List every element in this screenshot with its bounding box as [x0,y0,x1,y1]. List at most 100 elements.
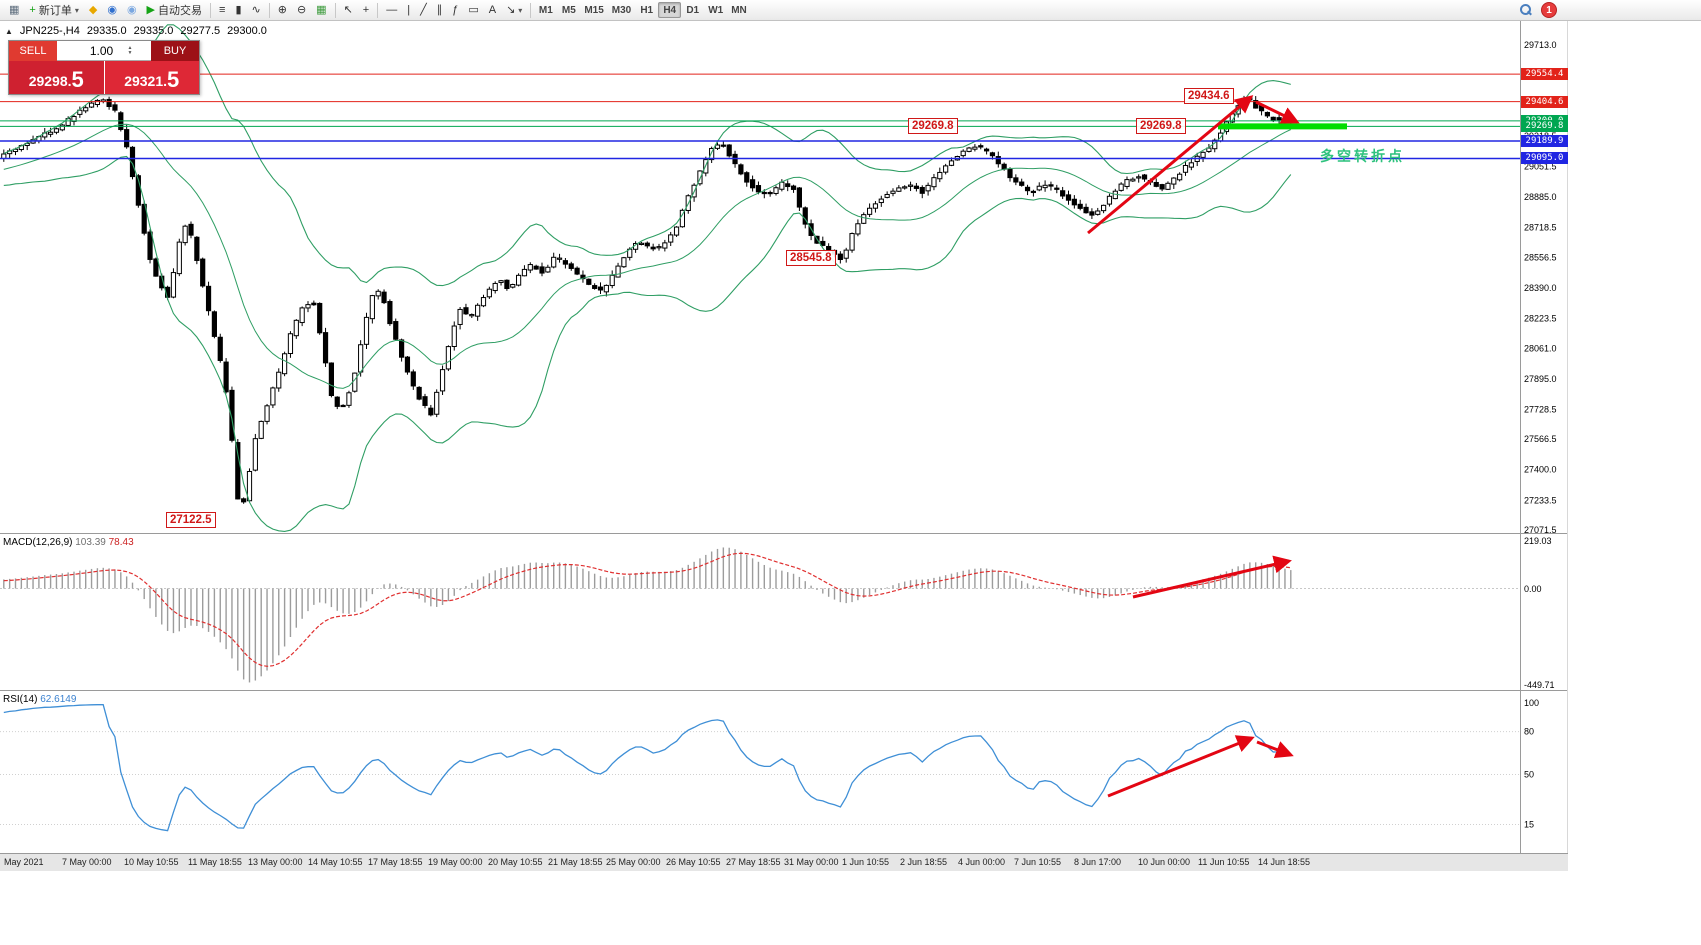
rsi-scale-label: 100 [1524,698,1539,708]
notification-badge[interactable]: 1 [1541,2,1557,18]
buy-price: 29321. [124,73,168,89]
time-axis-label: 19 May 00:00 [428,857,483,867]
shapes-button[interactable]: ▭ [463,2,483,19]
time-axis-label: May 2021 [4,857,44,867]
timeframe-mn-button[interactable]: MN [731,4,747,16]
trend-arrow[interactable] [1107,735,1255,798]
market-watch-button[interactable]: ◆ [84,2,102,19]
trend-arrow[interactable] [1087,95,1254,235]
trendline-button[interactable]: ╱ [415,2,432,19]
price-annotation[interactable]: 29434.6 [1184,88,1234,104]
timeframe-m15-button[interactable]: M15 [584,4,604,16]
charts-window-button[interactable]: ▦ [4,2,24,19]
vertical-line-button[interactable]: | [402,2,415,19]
stepper-down-icon[interactable]: ▼ [127,49,133,56]
fibonacci-button[interactable]: ƒ [447,2,463,19]
timeframe-m1-button[interactable]: M1 [538,4,553,16]
timeframe-w1-button[interactable]: W1 [708,4,724,16]
search-icon[interactable] [1520,4,1532,16]
price-axis-label: 28390.0 [1524,283,1557,293]
price-axis-label: 27071.5 [1524,525,1557,535]
timeframe-d1-button[interactable]: D1 [686,4,700,16]
timeframe-m5-button[interactable]: M5 [561,4,576,16]
arrows-button[interactable]: ↘ ▾ [501,2,527,19]
time-axis-label: 7 May 00:00 [62,857,112,867]
auto-trading-icon: ▶ [146,3,156,16]
rsi-scale-label: 15 [1524,820,1534,830]
shapes-icon: ▭ [468,3,479,16]
price-annotation[interactable]: 28545.8 [786,250,836,266]
trend-arrow[interactable] [1256,740,1294,759]
channel-button[interactable]: ∥ [432,2,448,19]
support-highlight-segment[interactable] [1218,123,1347,130]
fibonacci-icon: ƒ [452,3,459,16]
price-annotation[interactable]: 29269.8 [908,118,958,134]
crosshair-icon: + [362,3,370,16]
time-axis-label: 17 May 18:55 [368,857,423,867]
time-axis-label: 21 May 18:55 [548,857,603,867]
price-annotation[interactable]: 27122.5 [166,512,216,528]
price-annotation[interactable]: 29269.8 [1136,118,1186,134]
timeframe-h4-button[interactable]: H4 [658,2,682,18]
time-axis-label: 7 Jun 10:55 [1014,857,1062,867]
auto-trading-button[interactable]: ▶ 自动交易 [142,2,207,19]
price-axis-label: 27566.5 [1524,434,1557,444]
navigator-icon: ◉ [126,3,137,16]
rsi-name: RSI(14) [3,694,38,705]
symbol-arrow-icon: ▲ [5,26,13,36]
auto-trading-button-label: 自动交易 [158,5,203,17]
candlestick-chart-icon: ▮ [235,3,242,16]
volume-stepper[interactable]: ▲ ▼ [127,44,133,56]
text-button[interactable]: A [484,2,501,19]
buy-price-fraction: 5 [167,67,180,92]
bar-chart-button[interactable]: ≡ [214,2,230,19]
toolbar: ▦ + 新订单 ▾ ◆ ◉ ◉ ▶ 自动交易 ≡ ▮ ∿ ⊕ ⊖ ▦ ↖ + — | ╱ ∥ ƒ ▭ A ↘ ▾ M1 M5 M15 M3… [0,0,1701,21]
zoom-in-button[interactable]: ⊕ [273,2,292,19]
new-order-icon: + [29,3,36,16]
tile-windows-button[interactable]: ▦ [311,2,331,19]
text-icon: A [488,3,497,16]
price-tag: 29095.0 [1521,152,1568,165]
data-window-button[interactable]: ◉ [102,2,122,19]
sell-label: SELL [9,41,57,61]
zoom-out-button[interactable]: ⊖ [292,2,311,19]
stepper-up-icon[interactable]: ▲ [127,44,133,51]
candlestick-series [1,24,1294,532]
turning-point-note[interactable]: 多空转折点 [1320,148,1405,164]
ohlc-open: 29335.0 [86,25,127,37]
bollinger-lower-band [3,155,1292,532]
time-axis-label: 13 May 00:00 [248,857,303,867]
line-chart-button[interactable]: ∿ [247,2,266,19]
trend-arrow[interactable] [1132,555,1292,599]
sell-button[interactable]: 29298. 5 [9,61,105,94]
new-order-button[interactable]: + 新订单 ▾ [24,2,83,19]
crosshair-button[interactable]: + [358,2,374,19]
timeframe-m30-button[interactable]: M30 [611,4,632,16]
volume-field: ▲▼ [57,41,151,61]
symbol-name: JPN225-,H4 [19,25,80,37]
horizontal-line-button[interactable]: — [381,2,402,19]
buy-label: BUY [151,41,199,61]
data-window-icon: ◉ [107,3,117,16]
price-axis-label: 27400.0 [1524,465,1557,475]
trend-arrow[interactable] [1255,100,1300,124]
zoom-out-icon: ⊖ [296,3,307,16]
bollinger-upper-band [3,24,1291,287]
sell-price-fraction: 5 [71,67,84,92]
price-axis-label: 28718.5 [1524,223,1557,233]
buy-button[interactable]: 29321. 5 [104,61,199,94]
ohlc-low: 29277.5 [180,25,221,37]
volume-input[interactable] [75,43,128,58]
timeframe-h1-button[interactable]: H1 [640,4,654,16]
candlestick-chart-button[interactable]: ▮ [230,2,246,19]
cursor-button[interactable]: ↖ [339,2,358,19]
time-axis-label: 14 Jun 18:55 [1258,857,1311,867]
price-axis-label: 28223.5 [1524,313,1557,323]
macd-label: MACD(12,26,9) 103.39 78.43 [3,537,134,548]
rsi-line [3,704,1291,832]
navigator-button[interactable]: ◉ [122,2,142,19]
price-tag: 29269.8 [1521,120,1568,133]
vertical-line-icon: | [407,3,411,16]
price-axis-label: 29713.0 [1524,40,1557,50]
